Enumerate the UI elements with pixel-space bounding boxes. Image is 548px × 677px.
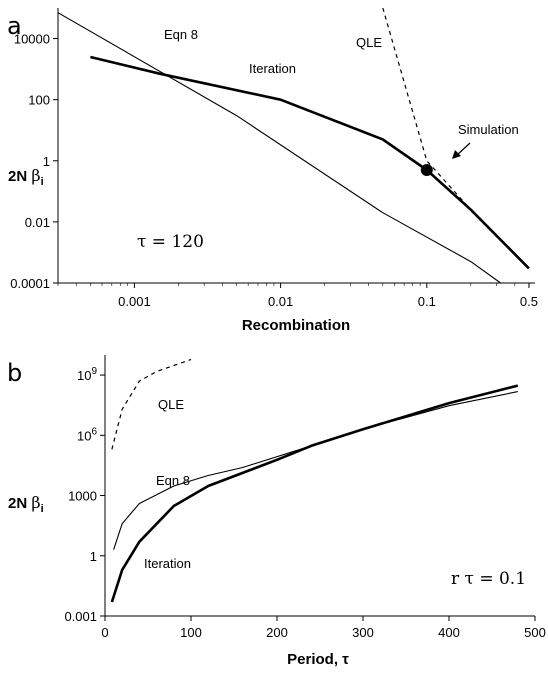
x-tick-label: 500 <box>524 625 546 640</box>
series-simulation-point <box>420 163 433 176</box>
series-qle-line <box>382 7 472 211</box>
y-tick-label: 0.001 <box>64 609 97 624</box>
y-tick-label: 10000 <box>14 32 50 47</box>
y-tick-label: 1 <box>90 549 97 564</box>
series-iteration-line <box>110 384 519 603</box>
y-tick-label: 0.01 <box>25 215 50 230</box>
label-qle: QLE <box>356 35 382 50</box>
label-eqn8: Eqn 8 <box>164 27 198 42</box>
x-axis-title: Recombination <box>242 317 350 334</box>
x-tick-label: 0 <box>101 625 108 640</box>
label-eqn8: Eqn 8 <box>156 473 190 488</box>
x-tick-label: 100 <box>180 625 202 640</box>
x-tick-label: 300 <box>352 625 374 640</box>
label-simulation: Simulation <box>458 122 519 137</box>
x-tick-label: 200 <box>266 625 288 640</box>
y-tick-label: 109 <box>77 366 97 383</box>
label-iteration: Iteration <box>144 556 191 571</box>
x-tick-label: 400 <box>438 625 460 640</box>
label-qle: QLE <box>158 397 184 412</box>
y-tick-label: 0.0001 <box>10 276 50 291</box>
simulation-arrow-line <box>456 142 471 156</box>
x-tick-label: 0.01 <box>268 294 293 309</box>
parameter-text: τ = 120 <box>137 232 204 252</box>
y-tick-label: 1 <box>43 154 50 169</box>
parameter-text: r τ = 0.1 <box>451 569 526 589</box>
x-axis-title: Period, τ <box>287 651 349 668</box>
panel-letter: a <box>7 12 22 40</box>
label-iteration: Iteration <box>249 61 296 76</box>
y-tick-label: 106 <box>77 426 97 443</box>
x-tick-label: 0.001 <box>118 294 151 309</box>
panel-letter: b <box>7 359 22 387</box>
simulation-arrow-head <box>452 150 461 159</box>
x-tick-label: 0.5 <box>520 294 538 309</box>
panel-a: 0.001 0.01 0.1 0.5 0.0001 0.01 1 100 10000 Eqn 8 I… <box>7 7 538 334</box>
series-qle-line <box>111 358 192 450</box>
series-eqn-8-line <box>113 391 518 550</box>
series-eqn-8-line <box>57 12 501 284</box>
x-tick-label: 0.1 <box>418 294 436 309</box>
panel-b: 0 100 200 300 400 500 0.001 1 1000 106 109 Eqn 8 Ite… <box>7 355 546 668</box>
y-axis-title: 2N βi <box>8 493 44 515</box>
y-tick-label: 1000 <box>68 489 97 504</box>
y-axis-title: 2N βi <box>8 166 44 188</box>
y-tick-label: 100 <box>28 93 50 108</box>
